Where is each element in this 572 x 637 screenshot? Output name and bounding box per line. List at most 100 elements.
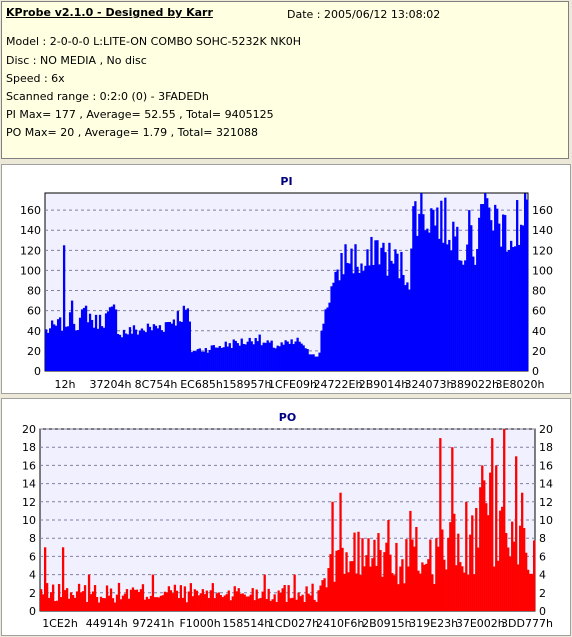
pi-bar	[120, 337, 124, 371]
po-bar	[285, 601, 288, 611]
po-bar	[267, 588, 270, 611]
pi-ytick-right: 40	[532, 325, 546, 338]
pi-bar	[156, 328, 160, 371]
po-bar	[355, 573, 358, 611]
pi-bar	[468, 210, 471, 371]
po-bar	[69, 592, 73, 611]
po-bar	[447, 537, 450, 611]
po-bar	[251, 588, 254, 611]
po-bar	[325, 587, 328, 611]
pi-ytick-left: 160	[20, 204, 41, 217]
po-bar	[209, 590, 212, 611]
pi-bar	[214, 347, 217, 371]
pi-bar	[108, 307, 112, 371]
po-bar	[273, 594, 276, 611]
pi-bar	[288, 343, 291, 371]
po-bar	[503, 429, 506, 611]
pi-ytick-right: 60	[532, 305, 546, 318]
pi-bar	[402, 275, 405, 371]
pi-bar	[392, 263, 395, 371]
pi-bar	[144, 332, 148, 371]
po-bar	[389, 554, 392, 611]
pi-bar	[50, 320, 54, 371]
pi-bar	[472, 256, 475, 371]
po-bar	[365, 555, 368, 611]
pi-bar	[178, 321, 182, 371]
pi-bar	[342, 274, 345, 371]
pi-bar	[226, 346, 229, 371]
pi-bar	[66, 326, 70, 371]
po-bar	[299, 596, 302, 611]
pi-bar	[346, 262, 349, 371]
model-line: Model : 2-0-0-0 L:LITE-ON COMBO SOHC-523…	[6, 35, 301, 48]
po-bar	[349, 561, 352, 611]
pi-bar	[476, 248, 479, 371]
pi-bar	[302, 345, 305, 371]
pi-bar	[458, 260, 461, 371]
pi-bar	[406, 282, 409, 371]
po-bar	[339, 492, 342, 611]
pi-bar	[126, 334, 130, 371]
pi-xtick: 389022h	[450, 378, 499, 391]
pi-bar	[106, 311, 110, 371]
po-bar	[425, 563, 428, 611]
pi-bar	[216, 347, 219, 371]
pi-bar	[348, 263, 351, 371]
po-bar	[133, 589, 137, 611]
pi-ytick-right: 0	[532, 365, 539, 378]
pi-bar	[506, 251, 509, 371]
po-bar	[457, 533, 460, 611]
po-bar	[215, 593, 218, 611]
pi-bar	[338, 280, 341, 371]
po-xtick: 44914h	[86, 617, 128, 630]
pi-xtick: 24722Eh	[314, 378, 363, 391]
po-bar	[301, 594, 304, 611]
pi-bar	[324, 309, 327, 371]
po-bar	[439, 438, 442, 611]
pi-bar	[292, 344, 295, 371]
po-bar	[311, 583, 314, 611]
po-bar	[379, 550, 382, 611]
pi-bar	[334, 271, 337, 371]
po-bar	[159, 595, 163, 611]
po-bar	[203, 594, 206, 611]
po-bar	[449, 522, 452, 611]
pi-bar	[300, 343, 303, 371]
pi-bar	[440, 200, 443, 371]
po-bar	[277, 590, 280, 611]
po-bar	[335, 550, 338, 611]
pi-bar	[438, 238, 441, 371]
po-bar	[309, 595, 312, 611]
pi-bar	[332, 282, 335, 371]
po-bar	[113, 602, 117, 611]
po-bar	[281, 588, 284, 611]
po-bar	[71, 595, 75, 611]
pi-bar	[110, 306, 114, 371]
pi-bar	[72, 323, 76, 371]
pi-bar	[256, 341, 259, 371]
pi-bar	[464, 260, 467, 371]
pi-bar	[166, 321, 170, 371]
pi-bar	[74, 330, 78, 371]
po-bar	[487, 515, 490, 611]
pi-bar	[492, 230, 495, 371]
po-bar	[289, 598, 292, 611]
pi-bar	[70, 300, 74, 371]
pi-bar	[78, 317, 82, 371]
pi-bar	[102, 327, 106, 371]
po-bar	[397, 584, 400, 611]
pi-bar	[474, 264, 477, 371]
pi-bar	[502, 214, 505, 371]
pi-bar	[330, 286, 333, 371]
po-bar	[305, 586, 308, 611]
po-bar	[65, 588, 69, 611]
po-bar	[63, 590, 67, 611]
pi-bar	[356, 266, 359, 371]
pi-bar	[436, 207, 439, 371]
po-xtick: 2B0915h	[362, 617, 412, 630]
po-bar	[197, 595, 200, 611]
po-bar	[429, 539, 432, 611]
po-ytick-right: 14	[539, 478, 553, 491]
pi-bar	[48, 328, 52, 371]
po-bar	[283, 585, 286, 611]
